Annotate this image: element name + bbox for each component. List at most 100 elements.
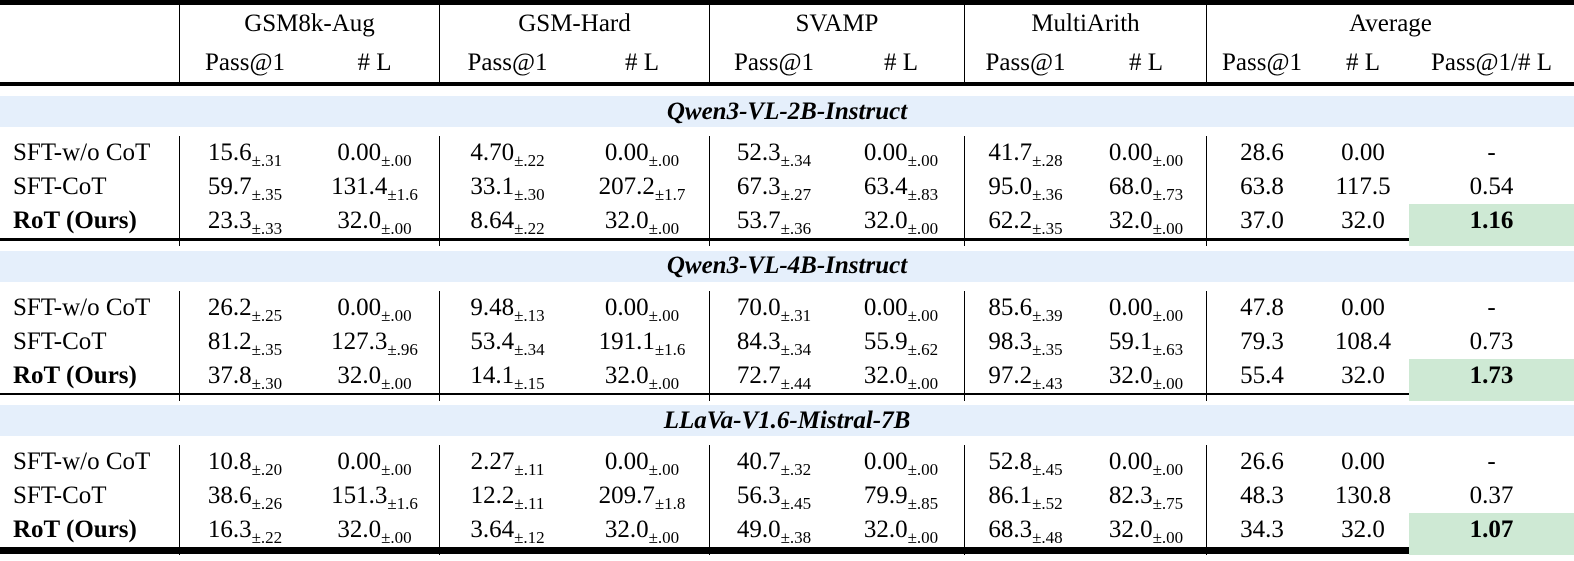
value-stddev: ±.75 bbox=[1152, 494, 1184, 513]
value-cell: 59.1±.63 bbox=[1086, 324, 1207, 367]
value-stddev: ±1.6 bbox=[387, 185, 418, 204]
value-main: 0.00 bbox=[863, 448, 908, 475]
row-label: SFT-w/o CoT bbox=[0, 290, 180, 333]
value-cell: 68.3±.48 bbox=[965, 513, 1086, 555]
value-stddev: ±.36 bbox=[1032, 185, 1063, 204]
value-main: 26.2 bbox=[207, 293, 252, 321]
value-stddev: ±.00 bbox=[1152, 373, 1184, 393]
value-cell: 37.8±.30 bbox=[180, 359, 310, 401]
value-cell: 32.0 bbox=[1317, 204, 1409, 246]
value-cell: 0.00±.00 bbox=[838, 445, 965, 487]
value-cell: 0.00 bbox=[1317, 291, 1409, 333]
value-cell: 79.9±.85 bbox=[838, 479, 965, 521]
subcol-header: # L bbox=[575, 43, 710, 82]
value-cell: 0.00±.00 bbox=[575, 445, 710, 487]
value-cell: 0.00±.00 bbox=[838, 290, 965, 333]
value-cell: 4.70±.22 bbox=[440, 136, 575, 178]
value-main: 67.3 bbox=[736, 173, 781, 200]
value-main: 23.3 bbox=[207, 207, 252, 234]
subcol-header: # L bbox=[310, 43, 440, 82]
value-stddev: ±.00 bbox=[1152, 219, 1184, 238]
value-cell: 49.0±.38 bbox=[710, 513, 838, 555]
value-cell: 191.1±1.6 bbox=[575, 324, 710, 367]
value-cell: 1.16 bbox=[1409, 204, 1574, 246]
value-cell: 32.0 bbox=[1317, 513, 1409, 555]
value-main: 0.00 bbox=[1341, 139, 1385, 166]
value-main: 47.8 bbox=[1240, 293, 1284, 321]
value-main: 53.4 bbox=[470, 327, 515, 355]
value-cell: 0.00±.00 bbox=[310, 445, 440, 487]
value-stddev: ±.00 bbox=[907, 305, 939, 325]
value-main: 15.6 bbox=[207, 139, 252, 166]
table-row: SFT-w/o CoT 26.2±.25 0.00±.00 9.48±.13 0.00±… bbox=[0, 290, 1574, 333]
value-main: 32.0 bbox=[863, 207, 908, 234]
value-stddev: ±.35 bbox=[1032, 219, 1063, 238]
value-main: 32.0 bbox=[1341, 516, 1385, 543]
value-main: 48.3 bbox=[1240, 482, 1284, 509]
value-cell: 32.0±.00 bbox=[310, 204, 440, 246]
value-main: 72.7 bbox=[736, 361, 781, 389]
table-body: Qwen3-VL-2B-Instruct SFT-w/o CoT 15.6 ±.31 0… bbox=[0, 96, 1574, 555]
value-cell: 0.37 bbox=[1409, 479, 1574, 521]
value-main: 84.3 bbox=[736, 327, 781, 355]
value-stddev: ±.00 bbox=[381, 373, 412, 393]
table-row: SFT-w/o CoT 15.6±.31 0.00±.00 4.70±.22 0.00±… bbox=[0, 136, 1574, 178]
value-cell: 0.73 bbox=[1409, 325, 1574, 367]
value-main: 32.0 bbox=[863, 516, 908, 543]
value-cell: - bbox=[1409, 445, 1574, 487]
value-main: 0.00 bbox=[1108, 293, 1153, 321]
value-cell: 0.00 bbox=[1317, 445, 1409, 487]
value-cell: 32.0±.00 bbox=[838, 204, 965, 246]
value-stddev: ±1.7 bbox=[654, 185, 686, 204]
value-main: 85.6 bbox=[988, 293, 1033, 321]
value-main: 0.54 bbox=[1469, 173, 1514, 200]
value-cell: 32.0±.00 bbox=[310, 513, 440, 555]
value-main: - bbox=[1487, 448, 1496, 475]
value-cell: 38.6±.26 bbox=[180, 479, 310, 521]
value-stddev: ±.25 bbox=[251, 305, 283, 325]
value-main: 0.00 bbox=[337, 139, 382, 166]
value-stddev: ±.00 bbox=[907, 219, 939, 238]
section-title: Qwen3-VL-4B-Instruct bbox=[666, 252, 908, 279]
value-main: 127.3 bbox=[331, 327, 388, 355]
row-label: RoT (Ours) bbox=[0, 358, 180, 401]
value-cell: 1.07 bbox=[1409, 513, 1574, 555]
value-main: 34.3 bbox=[1240, 516, 1284, 543]
value-stddev: ±.31 bbox=[780, 305, 812, 325]
table-row: RoT (Ours) 37.8±.30 32.0±.00 14.1±.15 32.0±.… bbox=[0, 358, 1574, 401]
value-main: 0.73 bbox=[1469, 327, 1514, 355]
value-cell: 79.3 bbox=[1207, 325, 1317, 367]
value-main: 32.0 bbox=[604, 207, 649, 234]
value-stddev: ±.44 bbox=[780, 373, 812, 393]
value-stddev: ±.00 bbox=[381, 151, 412, 170]
value-stddev: ±.00 bbox=[907, 460, 939, 479]
value-cell: 9.48±.13 bbox=[440, 291, 575, 333]
value-cell: 16.3±.22 bbox=[180, 513, 310, 555]
value-cell: 26.6 bbox=[1207, 445, 1317, 487]
value-main: 32.0 bbox=[337, 207, 382, 234]
top-rule bbox=[0, 0, 1574, 5]
section-title: Qwen3-VL-2B-Instruct bbox=[666, 97, 908, 125]
value-stddev: ±.00 bbox=[1152, 151, 1184, 170]
value-stddev: ±.00 bbox=[648, 373, 680, 393]
subcol-header: Pass@1 bbox=[734, 48, 814, 76]
value-stddev: ±.12 bbox=[514, 528, 545, 547]
value-main: 0.00 bbox=[337, 293, 382, 321]
value-main: 59.7 bbox=[207, 173, 252, 200]
value-cell: 70.0±.31 bbox=[710, 291, 838, 333]
value-stddev: ±.22 bbox=[251, 528, 283, 547]
value-stddev: ±.00 bbox=[648, 219, 680, 238]
value-cell: 0.00±.00 bbox=[575, 290, 710, 333]
value-cell: 32.0±.00 bbox=[575, 204, 710, 246]
value-stddev: ±.30 bbox=[251, 373, 283, 393]
value-main: 79.9 bbox=[863, 482, 908, 509]
section-divider bbox=[0, 238, 1574, 241]
value-cell: 41.7±.28 bbox=[965, 136, 1086, 178]
value-stddev: ±.00 bbox=[648, 528, 680, 547]
value-cell: 32.0±.00 bbox=[838, 358, 965, 401]
row-label: SFT-CoT bbox=[0, 170, 180, 212]
value-main: 63.8 bbox=[1240, 173, 1284, 200]
value-stddev: ±.52 bbox=[1032, 494, 1063, 513]
value-main: 56.3 bbox=[736, 482, 781, 509]
subcol-header: Pass@1 bbox=[985, 48, 1066, 76]
